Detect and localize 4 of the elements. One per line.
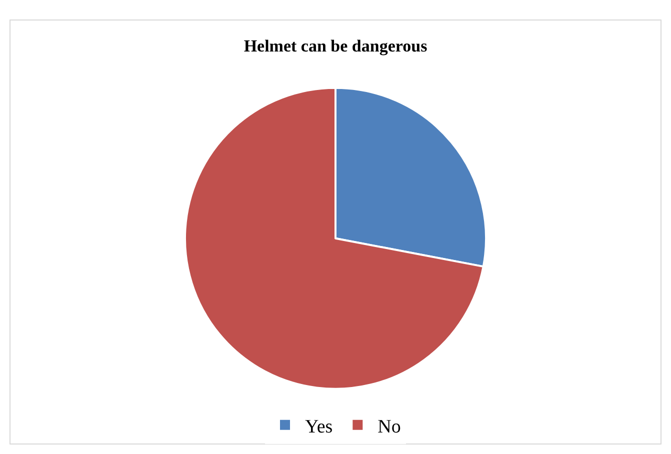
- legend-label: No: [378, 416, 401, 438]
- legend-label: Yes: [305, 416, 333, 438]
- chart-title: Helmet can be dangerous: [244, 36, 428, 56]
- pie-slice: [184, 86, 484, 390]
